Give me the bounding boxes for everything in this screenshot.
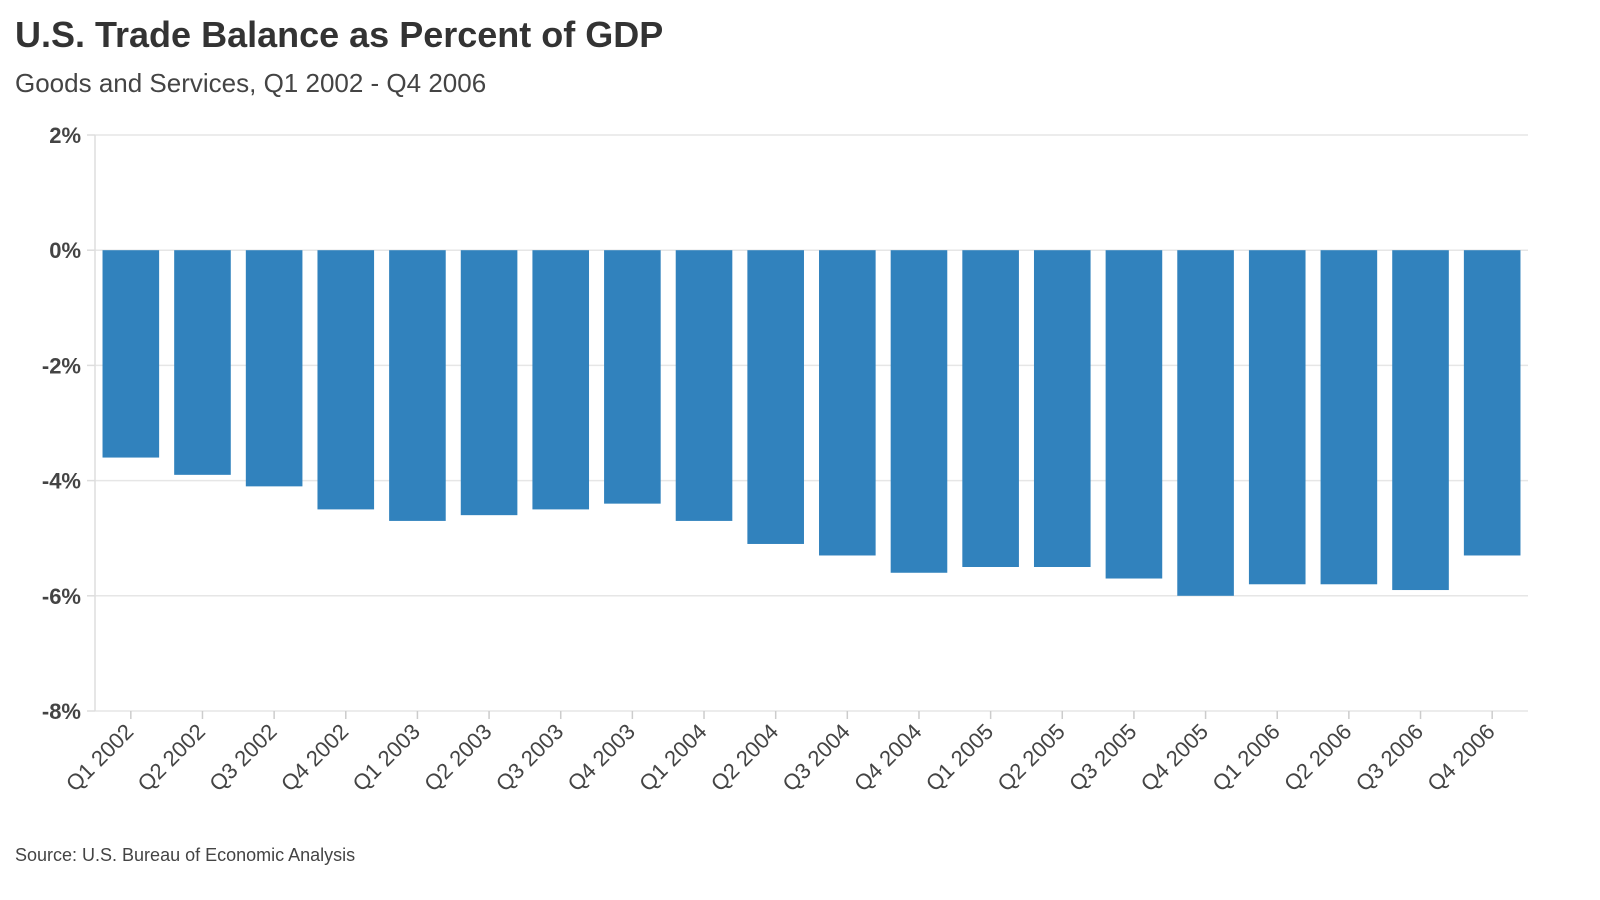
bar — [1248, 250, 1306, 585]
chart-subtitle: Goods and Services, Q1 2002 - Q4 2006 — [15, 68, 487, 98]
bar — [1033, 250, 1091, 567]
bar — [675, 250, 733, 521]
bar — [1320, 250, 1378, 585]
bar — [102, 250, 160, 458]
y-tick-label: -8% — [42, 699, 81, 724]
x-tick-label: Q1 2002 — [61, 719, 138, 796]
bar — [1177, 250, 1234, 596]
x-tick-label: Q4 2004 — [849, 719, 926, 796]
bar — [317, 250, 375, 510]
bar — [174, 250, 231, 475]
bar — [962, 250, 1019, 567]
x-tick-label: Q2 2006 — [1279, 719, 1356, 796]
y-tick-label: 0% — [49, 238, 81, 263]
y-tick-label: -6% — [42, 584, 81, 609]
x-tick-label: Q3 2002 — [204, 719, 281, 796]
bar — [1463, 250, 1521, 556]
y-tick-label: -4% — [42, 469, 81, 494]
y-tick-label: -2% — [42, 353, 81, 378]
x-tick-label: Q2 2002 — [133, 719, 210, 796]
x-tick-label: Q1 2004 — [634, 719, 711, 796]
bar — [389, 250, 446, 521]
bar — [245, 250, 303, 487]
bar — [460, 250, 518, 516]
x-tick-label: Q3 2005 — [1064, 719, 1141, 796]
x-tick-label: Q4 2005 — [1136, 719, 1213, 796]
bar — [604, 250, 661, 504]
bar — [819, 250, 876, 556]
x-tick-label: Q1 2006 — [1207, 719, 1284, 796]
x-tick-label: Q2 2003 — [419, 719, 496, 796]
chart-title: U.S. Trade Balance as Percent of GDP — [15, 14, 664, 55]
x-tick-label: Q2 2004 — [706, 719, 783, 796]
x-tick-label: Q3 2006 — [1351, 719, 1428, 796]
x-tick-label: Q3 2003 — [491, 719, 568, 796]
bar — [532, 250, 590, 510]
x-tick-label: Q3 2004 — [777, 719, 854, 796]
x-tick-label: Q4 2006 — [1422, 719, 1499, 796]
source-note: Source: U.S. Bureau of Economic Analysis — [15, 845, 356, 865]
x-tick-label: Q4 2003 — [563, 719, 640, 796]
x-tick-label: Q4 2002 — [276, 719, 353, 796]
x-tick-label: Q1 2005 — [921, 719, 998, 796]
x-tick-label: Q1 2003 — [348, 719, 425, 796]
bar — [747, 250, 804, 544]
bar — [890, 250, 948, 573]
bar — [1392, 250, 1449, 591]
x-tick-label: Q2 2005 — [992, 719, 1069, 796]
bar — [1105, 250, 1163, 579]
y-tick-label: 2% — [49, 123, 81, 148]
